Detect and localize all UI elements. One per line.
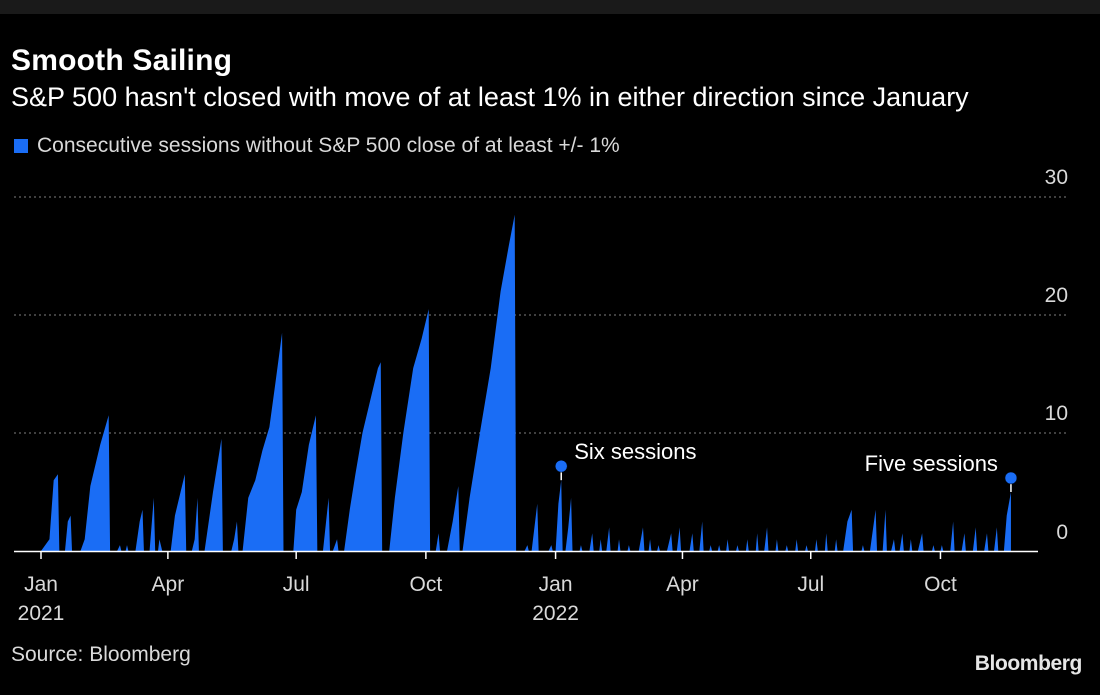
legend-label: Consecutive sessions without S&P 500 clo… — [37, 134, 620, 157]
x-tick-label-5: Apr — [666, 573, 699, 596]
legend: Consecutive sessions without S&P 500 clo… — [14, 134, 620, 158]
x-tick-label-4: Jan — [539, 573, 573, 596]
x-tick-label-1: Apr — [152, 573, 185, 596]
brand-logo: Bloomberg — [974, 652, 1083, 675]
x-tick-label-0: Jan — [24, 573, 58, 596]
chart-title: Smooth Sailing — [11, 44, 233, 77]
x-tick-label-3: Oct — [410, 573, 443, 596]
annotation-label-1: Five sessions — [865, 451, 998, 476]
y-tick-label-10: 10 — [1045, 402, 1068, 425]
area-series — [41, 214, 1011, 551]
top-bar — [0, 0, 1100, 14]
x-tick-label-2: Jul — [283, 573, 310, 596]
y-tick-label-20: 20 — [1045, 284, 1068, 307]
x-tick-label-7: Oct — [924, 573, 957, 596]
x-tick-label-6: Jul — [797, 573, 824, 596]
x-tick-sublabel-0: 2021 — [18, 602, 65, 625]
legend-swatch — [14, 139, 28, 153]
annotation-label-0: Six sessions — [574, 439, 696, 464]
annotation-dot-0 — [554, 459, 568, 473]
annotation-dot-1 — [1004, 471, 1018, 485]
y-tick-label-30: 30 — [1045, 166, 1068, 189]
chart-subtitle: S&P 500 hasn't closed with move of at le… — [11, 82, 969, 112]
x-tick-sublabel-4: 2022 — [532, 602, 579, 625]
y-tick-label-0: 0 — [1056, 521, 1068, 544]
source-note: Source: Bloomberg — [11, 643, 191, 666]
